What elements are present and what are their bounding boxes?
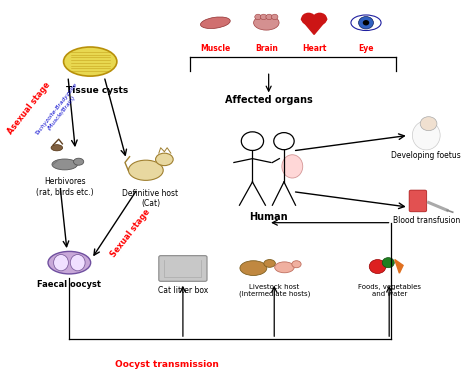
Text: Muscle: Muscle: [200, 44, 230, 53]
Text: Tissue cysts: Tissue cysts: [66, 86, 128, 95]
Ellipse shape: [292, 261, 301, 268]
Polygon shape: [395, 260, 403, 273]
Ellipse shape: [201, 17, 230, 29]
Ellipse shape: [155, 153, 173, 166]
Ellipse shape: [275, 262, 294, 273]
Text: Eye: Eye: [358, 44, 374, 53]
Ellipse shape: [51, 145, 63, 151]
Ellipse shape: [52, 159, 77, 170]
Text: Herbivores
(rat, birds etc.): Herbivores (rat, birds etc.): [36, 177, 93, 197]
Text: Brain: Brain: [255, 44, 278, 53]
Circle shape: [382, 258, 394, 268]
Ellipse shape: [54, 255, 68, 271]
Circle shape: [363, 20, 369, 25]
Ellipse shape: [272, 14, 278, 20]
Ellipse shape: [70, 255, 85, 271]
Text: Cat litter box: Cat litter box: [158, 286, 208, 295]
Text: Blood transfusion: Blood transfusion: [392, 216, 460, 225]
Ellipse shape: [351, 15, 381, 30]
Ellipse shape: [240, 261, 267, 276]
Text: Faecal oocyst: Faecal oocyst: [37, 280, 101, 289]
Circle shape: [312, 13, 327, 25]
Ellipse shape: [266, 14, 273, 20]
Text: Foods, vegetables
and water: Foods, vegetables and water: [358, 283, 421, 297]
Polygon shape: [301, 19, 327, 34]
Ellipse shape: [260, 14, 267, 20]
Circle shape: [420, 117, 437, 131]
Text: Oocyst transmission: Oocyst transmission: [115, 360, 219, 369]
Ellipse shape: [254, 15, 279, 30]
Ellipse shape: [64, 47, 117, 76]
Ellipse shape: [48, 251, 91, 274]
Ellipse shape: [264, 260, 275, 267]
Text: Developing foetus: Developing foetus: [392, 151, 461, 160]
FancyBboxPatch shape: [159, 256, 207, 281]
Circle shape: [359, 16, 374, 29]
Ellipse shape: [255, 14, 261, 20]
Text: Asexual stage: Asexual stage: [5, 80, 52, 136]
Text: Human: Human: [249, 212, 288, 222]
Text: Tachyzoite-Bradyzoite
(Muscle/Brain): Tachyzoite-Bradyzoite (Muscle/Brain): [35, 82, 83, 140]
Text: Livestock host
(Intermediate hosts): Livestock host (Intermediate hosts): [238, 283, 310, 297]
FancyBboxPatch shape: [409, 190, 427, 212]
Ellipse shape: [73, 158, 84, 165]
Text: Heart: Heart: [302, 44, 326, 53]
Circle shape: [369, 260, 386, 274]
Text: Sexual stage: Sexual stage: [109, 208, 152, 259]
Circle shape: [301, 13, 316, 25]
Ellipse shape: [128, 160, 163, 180]
Text: Definitive host
(Cat): Definitive host (Cat): [122, 189, 179, 208]
Ellipse shape: [282, 155, 303, 178]
Text: Affected organs: Affected organs: [225, 95, 312, 106]
Ellipse shape: [412, 121, 440, 150]
